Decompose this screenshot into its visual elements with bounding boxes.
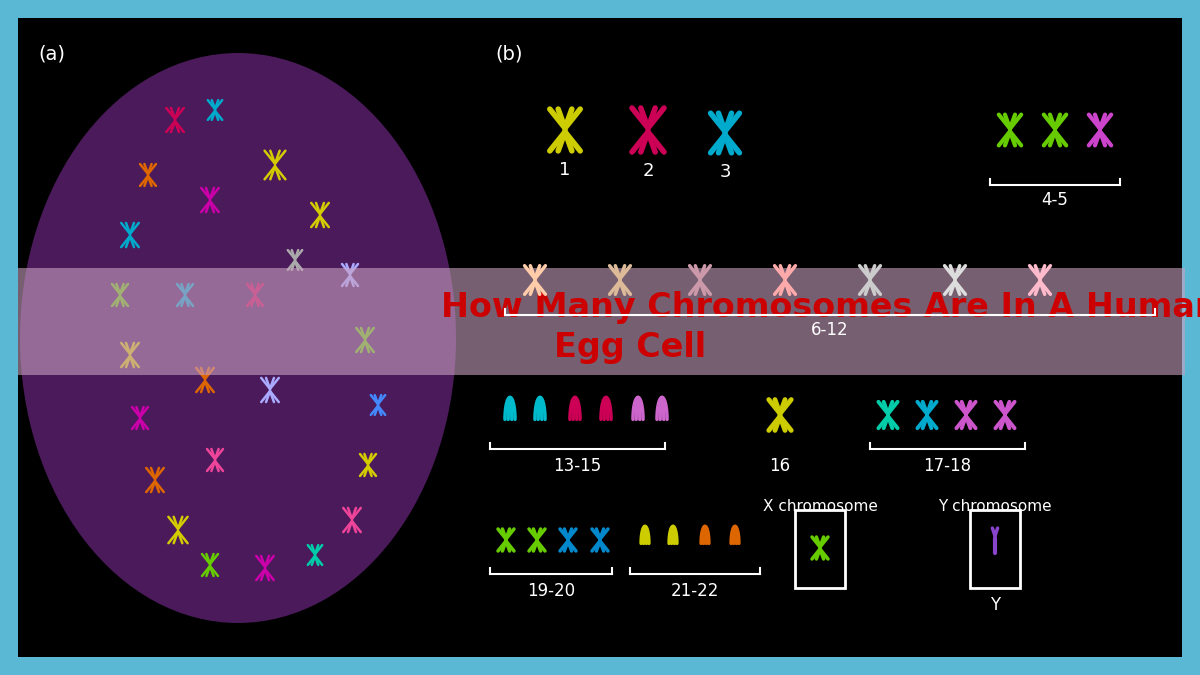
Text: (b): (b): [496, 45, 522, 64]
Text: 13-15: 13-15: [553, 457, 601, 475]
Text: (a): (a): [38, 45, 65, 64]
Text: Egg Cell: Egg Cell: [554, 331, 706, 364]
Text: How Many Chromosomes Are In A Human: How Many Chromosomes Are In A Human: [442, 292, 1200, 325]
Text: 4-5: 4-5: [1042, 191, 1068, 209]
Ellipse shape: [20, 53, 456, 623]
Text: 21-22: 21-22: [671, 582, 719, 600]
FancyBboxPatch shape: [18, 18, 1182, 657]
FancyBboxPatch shape: [18, 268, 1186, 375]
Text: Y chromosome: Y chromosome: [938, 499, 1052, 514]
Text: 17-18: 17-18: [924, 457, 972, 475]
Text: 6-12: 6-12: [811, 321, 848, 339]
Bar: [970, 510, 1020, 588]
Text: 3: 3: [719, 163, 731, 181]
Bar: [796, 510, 845, 588]
Text: 19-20: 19-20: [527, 582, 575, 600]
Text: Y: Y: [990, 596, 1000, 614]
Text: 1: 1: [559, 161, 571, 179]
Text: X chromosome: X chromosome: [762, 499, 877, 514]
Text: 2: 2: [642, 162, 654, 180]
Text: 16: 16: [769, 457, 791, 475]
